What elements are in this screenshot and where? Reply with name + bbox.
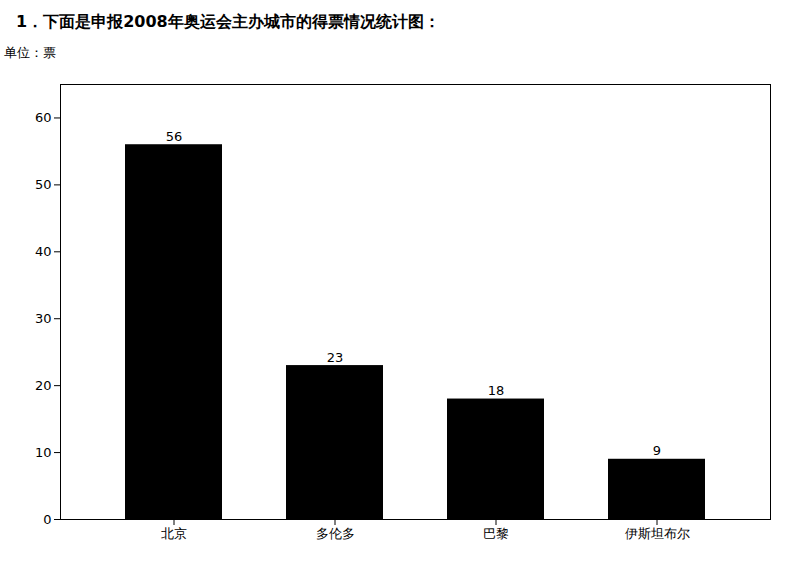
svg-text:18: 18 xyxy=(488,383,505,398)
svg-text:40: 40 xyxy=(35,244,52,259)
svg-text:9: 9 xyxy=(653,443,661,458)
svg-text:0: 0 xyxy=(43,512,51,527)
svg-text:56: 56 xyxy=(166,129,183,144)
svg-text:单位：票: 单位：票 xyxy=(4,45,56,60)
svg-text:23: 23 xyxy=(327,350,344,365)
svg-text:北京: 北京 xyxy=(161,526,187,541)
svg-text:50: 50 xyxy=(35,177,52,192)
svg-text:巴黎: 巴黎 xyxy=(483,526,509,541)
svg-text:多伦多: 多伦多 xyxy=(316,526,355,541)
svg-text:30: 30 xyxy=(35,311,52,326)
svg-text:伊斯坦布尔: 伊斯坦布尔 xyxy=(625,526,690,541)
svg-text:60: 60 xyxy=(35,110,52,125)
svg-text:20: 20 xyxy=(35,378,52,393)
svg-text:10: 10 xyxy=(35,445,52,460)
html-text:1．下面是申报2008年奥运会主办城市的得票情况统计图：: 1．下面是申报2008年奥运会主办城市的得票情况统计图： xyxy=(16,12,440,31)
